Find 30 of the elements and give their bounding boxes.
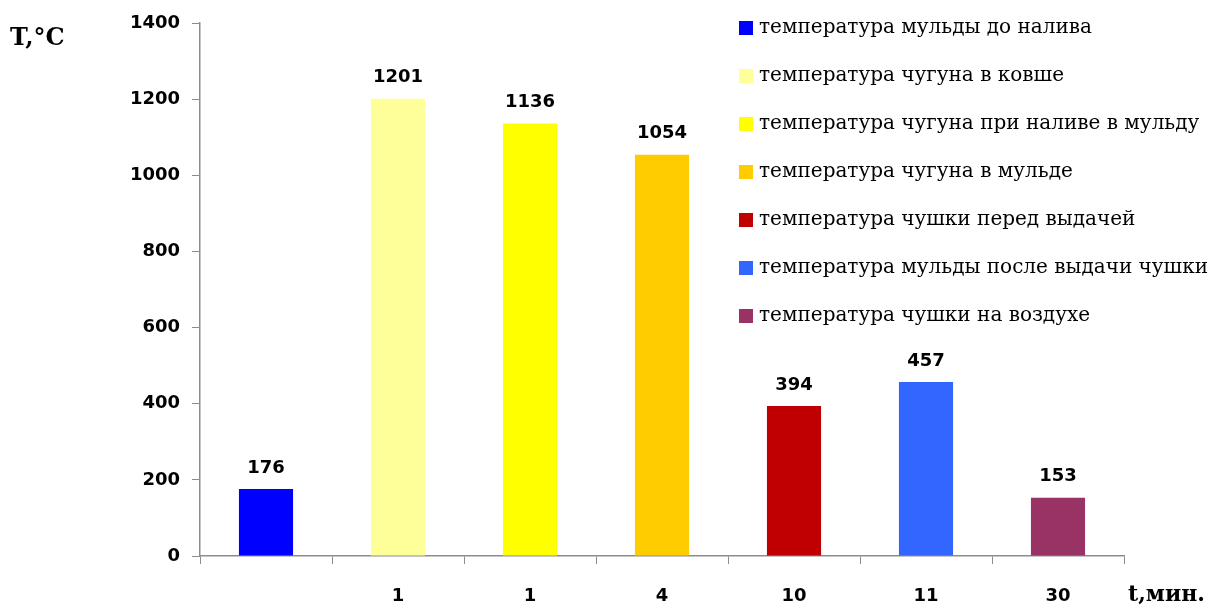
y-tick-label: 1200 [129,86,180,108]
y-tick-label: 1000 [129,162,180,184]
x-axis-title: t,мин. [1128,580,1206,606]
x-tick-label: 30 [1045,584,1071,606]
legend-label: температура чугуна в мульде [759,158,1073,183]
x-tick-label: 1 [391,584,405,606]
x-tick-label: 10 [781,584,807,606]
legend-label: температура чугуна в ковше [759,62,1064,87]
legend-label: температура чугуна при наливе в мульду [759,110,1200,135]
legend-label: температура чушки перед выдачей [759,206,1136,231]
legend-label: температура мульды до налива [759,14,1093,39]
data-label: 176 [247,455,285,477]
y-axis-title: T,°C [10,22,65,51]
y-tick-label: 1400 [129,10,180,32]
y-tick-label: 0 [167,543,180,565]
data-label: 1136 [504,90,556,112]
x-tick-label: 4 [655,584,669,606]
y-tick-label: 200 [142,467,180,489]
x-tick-label: 11 [913,584,939,606]
data-label: 153 [1039,464,1077,486]
legend-label: температура чушки на воздухе [759,302,1091,327]
x-tick-label: 1 [523,584,537,606]
y-tick-label: 600 [142,315,180,337]
data-label: 1054 [636,121,688,143]
data-label: 457 [907,348,945,370]
y-tick-label: 400 [142,391,180,413]
data-label: 394 [775,372,813,394]
data-label: 1201 [372,65,424,87]
legend-label: температура мульды после выдачи чушки [759,254,1208,279]
y-tick-label: 800 [142,239,180,261]
